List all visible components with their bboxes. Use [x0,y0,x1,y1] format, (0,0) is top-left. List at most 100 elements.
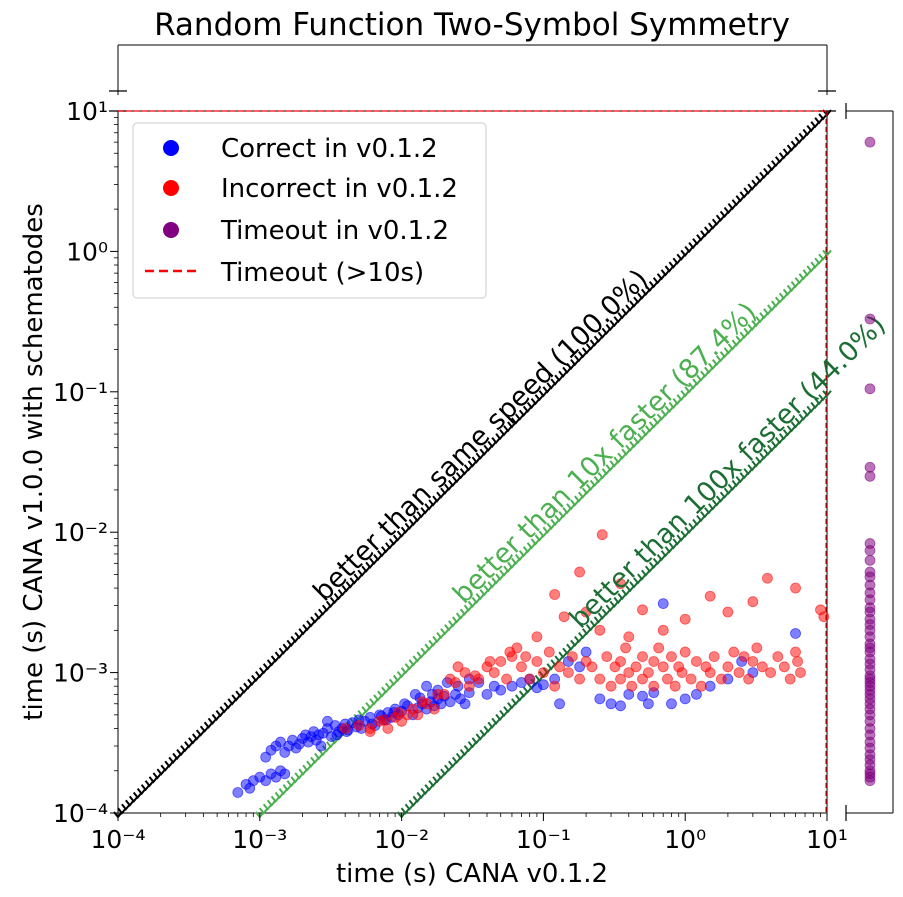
reference-arrow [424,503,434,511]
reference-arrow [440,487,450,495]
reference-arrow [546,663,557,671]
reference-arrow [609,319,620,328]
reference-arrow [251,674,261,683]
reference-arrow [518,550,529,558]
reference-arrow [349,577,360,585]
incorrect-point [566,651,578,663]
reference-arrow [562,507,572,515]
reference-arrow [743,187,754,195]
legend: Correct in v0.1.2 Incorrect in v0.1.2 Ti… [132,122,487,299]
legend-label-timeout: Timeout in v0.1.2 [220,216,449,246]
reference-arrow [542,526,553,534]
reference-arrow [286,639,297,648]
reference-arrow [589,339,600,347]
reference-arrow [558,511,568,519]
reference-arrow [743,468,754,476]
reference-arrow [652,557,663,566]
incorrect-point [756,661,768,673]
reference-arrow [790,421,801,429]
reference-arrow [499,709,509,718]
reference-arrow [794,136,805,144]
reference-arrow [664,265,675,273]
reference-arrow [822,390,832,398]
reference-arrow [416,791,427,800]
reference-arrow [810,401,820,410]
reference-arrow [278,787,289,796]
reference-arrow [471,456,482,464]
reference-arrow [231,694,241,702]
x-axis-ticks: 10⁻⁴ 10⁻³ 10⁻² 10⁻¹ 10⁰ 10¹ [90,813,848,854]
incorrect-point [450,677,461,688]
incorrect-point [364,723,376,734]
incorrect-point [695,680,707,692]
legend-marker-timeout [163,222,179,238]
reference-arrow [585,483,596,492]
incorrect-point [428,703,440,715]
incorrect-point [676,667,688,678]
correct-point [691,688,702,700]
reference-arrow [637,573,647,581]
reference-arrow [617,592,627,601]
reference-arrow [739,331,750,339]
reference-arrow [759,312,769,320]
reference-arrow [664,405,675,414]
incorrect-point [648,656,660,667]
legend-label-timeout-line: Timeout (>10s) [220,258,424,288]
incorrect-point [495,656,507,667]
reference-arrow [432,776,442,784]
incorrect-point [516,661,527,673]
reference-arrow [735,195,746,203]
reference-arrow [503,706,513,714]
reference-arrow [499,569,509,577]
reference-arrow [621,589,631,597]
reference-arrow [526,542,537,550]
reference-arrow [637,292,647,300]
reference-arrow [802,269,813,277]
reference-arrow [767,163,777,172]
reference-arrow [609,460,620,468]
incorrect-point [685,673,697,685]
reference-arrow [652,417,663,425]
reference-arrow [274,651,285,659]
reference-arrow [562,647,572,655]
reference-arrow [574,635,584,644]
reference-arrow [581,487,592,495]
reference-arrow [538,390,549,398]
reference-arrow [763,448,773,456]
reference-arrow [483,725,494,733]
incorrect-point [558,611,570,623]
incorrect-point [637,604,648,616]
correct-point [444,696,456,708]
reference-arrow [601,327,612,336]
correct-point [495,684,507,696]
reference-arrow [782,429,793,437]
reference-arrow [668,261,679,269]
incorrect-point [615,673,626,685]
incorrect-point [784,673,796,685]
reference-arrow [412,655,423,663]
timeout-points [864,136,876,787]
reference-arrow [589,620,600,628]
reference-arrow [491,436,501,445]
y-axis-ticks: 10⁻⁴ 10⁻³ 10⁻² 10⁻¹ 10⁰ 10¹ [53,97,118,828]
correct-point [506,680,518,692]
reference-arrow [822,109,832,117]
incorrect-point [630,661,642,673]
incorrect-point [615,656,626,667]
reference-arrow [700,230,710,238]
reference-arrow [215,709,226,718]
reference-arrow [341,585,352,593]
reference-arrow [144,780,155,788]
reference-arrow [727,483,738,492]
reference-arrow [511,557,521,566]
incorrect-point [531,631,543,643]
correct-point [538,679,549,691]
reference-arrow [707,503,718,511]
incorrect-point [353,720,365,731]
reference-arrow [739,191,750,199]
reference-arrow [570,639,580,648]
reference-arrow [692,378,702,386]
incorrect-point [679,613,691,625]
reference-arrow [798,273,809,281]
reference-arrow [704,366,714,375]
